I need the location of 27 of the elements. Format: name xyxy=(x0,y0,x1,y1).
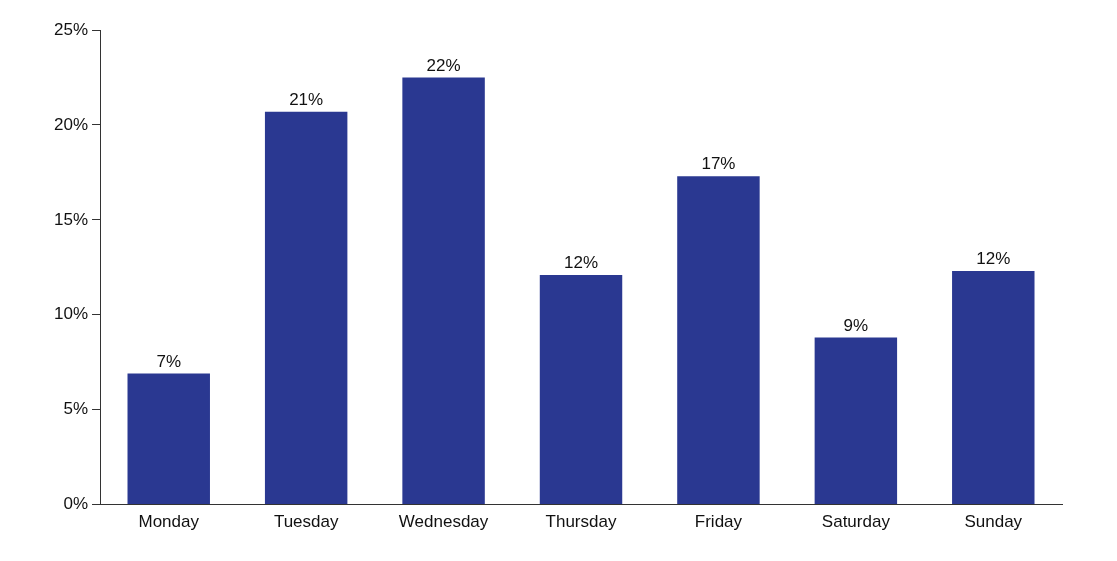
y-tick-label: 25% xyxy=(53,19,89,39)
x-tick-label: Sunday xyxy=(964,512,1023,532)
x-tick-label: Saturday xyxy=(821,512,891,532)
x-tick-label: Wednesday xyxy=(398,512,489,532)
data-label: 7% xyxy=(156,351,182,371)
bar xyxy=(402,77,485,505)
data-label: 12% xyxy=(564,253,599,273)
x-tick-label: Tuesday xyxy=(273,512,339,532)
bar xyxy=(264,111,348,505)
data-label: 21% xyxy=(289,89,324,109)
data-label: 12% xyxy=(976,249,1011,269)
x-tick-label: Monday xyxy=(138,512,200,532)
x-tick-label: Friday xyxy=(694,512,743,532)
data-label: 22% xyxy=(426,55,461,75)
y-tick-label: 15% xyxy=(53,209,89,229)
data-label: 17% xyxy=(701,154,736,174)
bar xyxy=(127,373,210,505)
y-tick-label: 0% xyxy=(63,494,89,514)
y-tick-label: 20% xyxy=(53,114,89,134)
bar xyxy=(677,176,760,505)
bar xyxy=(539,274,623,505)
x-tick-label: Thursday xyxy=(545,512,617,532)
bar xyxy=(814,337,898,505)
y-tick-label: 5% xyxy=(63,399,89,419)
y-tick-label: 10% xyxy=(53,304,89,324)
data-label: 9% xyxy=(843,315,869,335)
bar xyxy=(952,271,1035,505)
